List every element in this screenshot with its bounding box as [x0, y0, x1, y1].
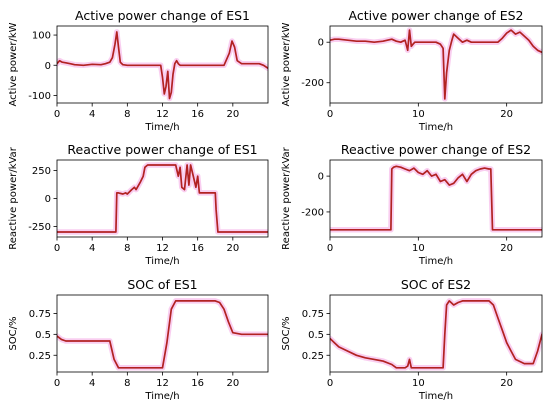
chart-title: Active power change of ES1: [75, 8, 250, 23]
plot-frame: [329, 25, 543, 104]
y-tick-label: 0.5: [35, 330, 51, 341]
series-line: [57, 300, 268, 369]
x-tick-label: 10: [412, 243, 425, 254]
series-line: [57, 31, 268, 100]
y-axis-label: Active power/kW: [281, 22, 292, 106]
y-tick-label: 0.5: [308, 330, 324, 341]
x-tick-label: 8: [124, 378, 130, 389]
x-axis-label: Time/h: [418, 391, 453, 402]
x-tick-label: 20: [500, 243, 513, 254]
y-tick-label: 0: [318, 38, 324, 49]
chart-title: Reactive power change of ES1: [67, 142, 257, 157]
x-axis-label: Time/h: [144, 391, 179, 402]
series-line-glow: [57, 298, 268, 371]
x-tick-label: 0: [54, 243, 60, 254]
y-tick-label: 0.75: [29, 309, 51, 320]
chart-title: SOC of ES2: [401, 277, 471, 292]
y-axis-label: SOC/%: [281, 316, 292, 350]
x-tick-label: 0: [327, 243, 333, 254]
x-tick-label: 10: [412, 378, 425, 389]
x-axis-label: Time/h: [418, 256, 453, 267]
x-tick-label: 10: [412, 109, 425, 120]
y-tick-label: 0: [45, 194, 51, 205]
x-tick-label: 0: [54, 378, 60, 389]
y-tick-label: 0.25: [29, 351, 51, 362]
x-tick-label: 12: [156, 243, 169, 254]
plot-frame: [329, 294, 543, 373]
x-tick-label: 8: [124, 243, 130, 254]
x-tick-label: 12: [156, 109, 169, 120]
chart-panel-3: Reactive power change of ES1 0 4 8 12 16 20 -25…: [8, 142, 269, 267]
y-tick-label: -250: [28, 222, 51, 233]
plot-frame: [56, 159, 269, 238]
x-tick-label: 0: [327, 109, 333, 120]
x-tick-label: 20: [226, 243, 239, 254]
x-tick-label: 20: [226, 378, 239, 389]
y-tick-label: 0: [318, 172, 324, 183]
x-tick-label: 4: [89, 109, 95, 120]
series-line: [330, 165, 542, 231]
y-axis-label: Active power/kW: [8, 22, 19, 106]
y-axis-label: Reactive power/kVar: [8, 146, 19, 249]
y-tick-label: 100: [32, 31, 51, 42]
chart-title: Reactive power change of ES2: [341, 142, 531, 157]
series-line: [57, 164, 268, 233]
x-tick-label: 20: [500, 109, 513, 120]
x-tick-label: 16: [191, 243, 204, 254]
plot-frame: [329, 159, 543, 238]
x-tick-label: 4: [89, 378, 95, 389]
x-axis-label: Time/h: [144, 256, 179, 267]
y-tick-label: -100: [28, 91, 51, 102]
y-tick-label: 0.75: [302, 309, 324, 320]
series-line: [330, 300, 542, 369]
chart-panel-6: SOC of ES2 0 10 20 0.25 0.5 0.75 Time/h SOC/%: [281, 277, 543, 402]
x-tick-label: 0: [54, 109, 60, 120]
x-axis-label: Time/h: [144, 122, 179, 133]
x-tick-label: 0: [327, 378, 333, 389]
chart-title: SOC of ES1: [127, 277, 197, 292]
chart-panel-4: Reactive power change of ES2 0 10 20 -200 0 Ti…: [281, 142, 543, 267]
chart-panel-5: SOC of ES1 0 4 8 12 16 20 0.25 0.5 0.75 Time/h SOC/…: [8, 277, 269, 402]
series-line-glow: [57, 162, 268, 235]
x-tick-label: 16: [191, 378, 204, 389]
y-tick-label: 0: [45, 61, 51, 72]
y-tick-label: -200: [301, 207, 324, 218]
chart-title: Active power change of ES2: [348, 8, 523, 23]
x-tick-label: 16: [191, 109, 204, 120]
y-tick-label: 250: [32, 166, 51, 177]
series-line-glow: [330, 298, 542, 371]
x-tick-label: 8: [124, 109, 130, 120]
y-axis-label: SOC/%: [8, 316, 19, 350]
series-line: [330, 29, 542, 100]
x-tick-label: 20: [500, 378, 513, 389]
chart-panel-2: Active power change of ES2 0 10 20 -200 0 Time…: [281, 8, 543, 133]
x-tick-label: 4: [89, 243, 95, 254]
y-tick-label: -200: [301, 78, 324, 89]
y-tick-label: 0.25: [302, 351, 324, 362]
x-tick-label: 20: [226, 109, 239, 120]
x-axis-label: Time/h: [418, 122, 453, 133]
x-tick-label: 12: [156, 378, 169, 389]
y-axis-label: Reactive power/kVar: [281, 146, 292, 249]
